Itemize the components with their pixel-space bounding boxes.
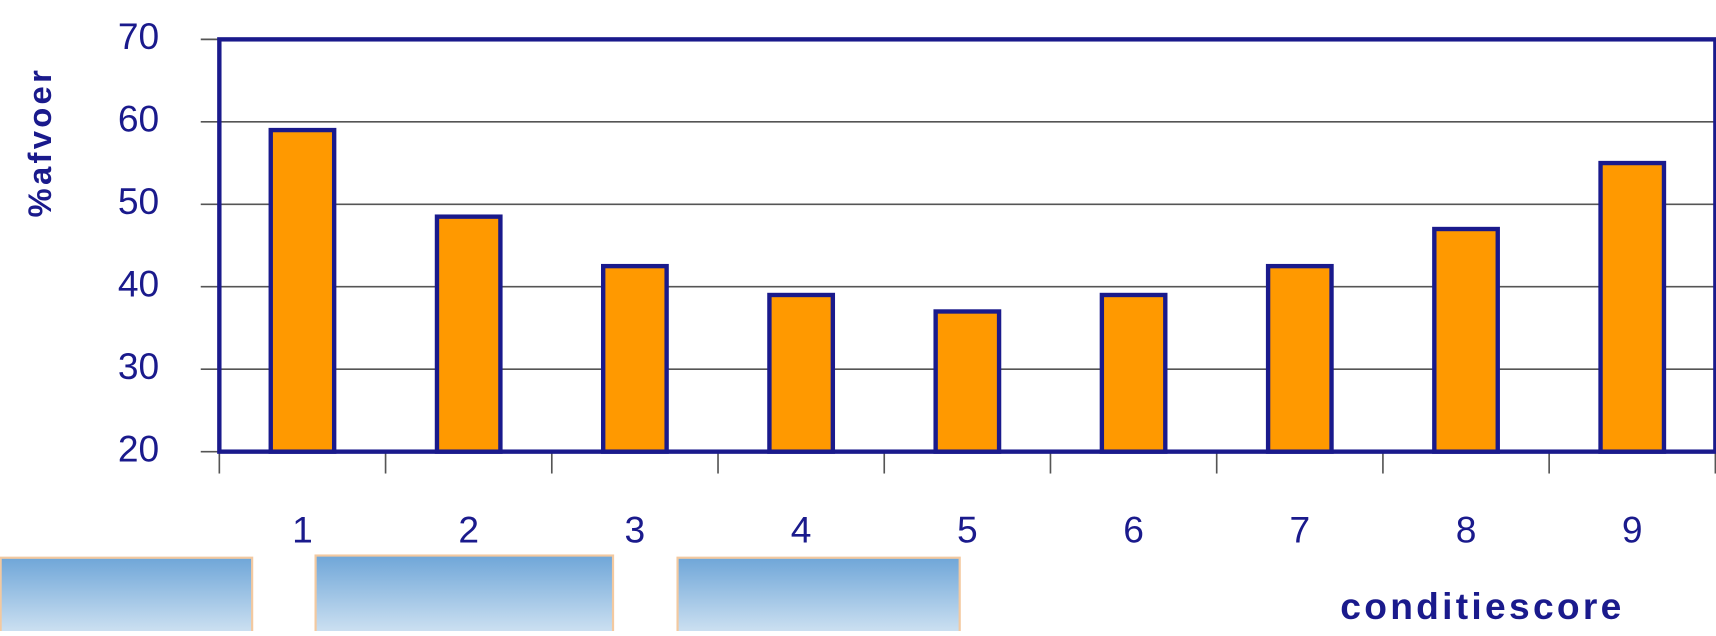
- bar: [1598, 160, 1667, 454]
- cow-photo: [314, 554, 615, 636]
- y-tick-label: 20: [118, 427, 159, 469]
- x-axis-label: conditiescore: [1340, 585, 1624, 627]
- cow-photo: [0, 556, 254, 636]
- x-tick-label: 6: [1123, 508, 1144, 550]
- bar: [767, 292, 836, 454]
- x-tick-label: 3: [625, 508, 646, 550]
- y-tick-label: 70: [118, 15, 159, 57]
- bar: [933, 309, 1002, 454]
- x-tick-label: 5: [957, 508, 978, 550]
- x-tick-label: 9: [1622, 508, 1643, 550]
- bar: [1265, 263, 1334, 454]
- y-tick-label: 30: [118, 345, 159, 387]
- bar: [1099, 292, 1168, 454]
- cow-photo: [676, 556, 961, 636]
- y-axis-label: %afvoer: [21, 67, 58, 218]
- x-tick-label: 1: [292, 508, 313, 550]
- x-tick-label: 4: [791, 508, 812, 550]
- x-tick-label: 2: [458, 508, 479, 550]
- x-tick-label: 8: [1456, 508, 1477, 550]
- y-tick-label: 60: [118, 98, 159, 140]
- bar: [268, 127, 337, 454]
- bar: [434, 214, 503, 454]
- y-tick-label: 50: [118, 180, 159, 222]
- bar: [601, 263, 669, 454]
- y-tick-label: 40: [118, 263, 159, 305]
- x-tick-label: 7: [1289, 508, 1310, 550]
- bar: [1432, 226, 1500, 454]
